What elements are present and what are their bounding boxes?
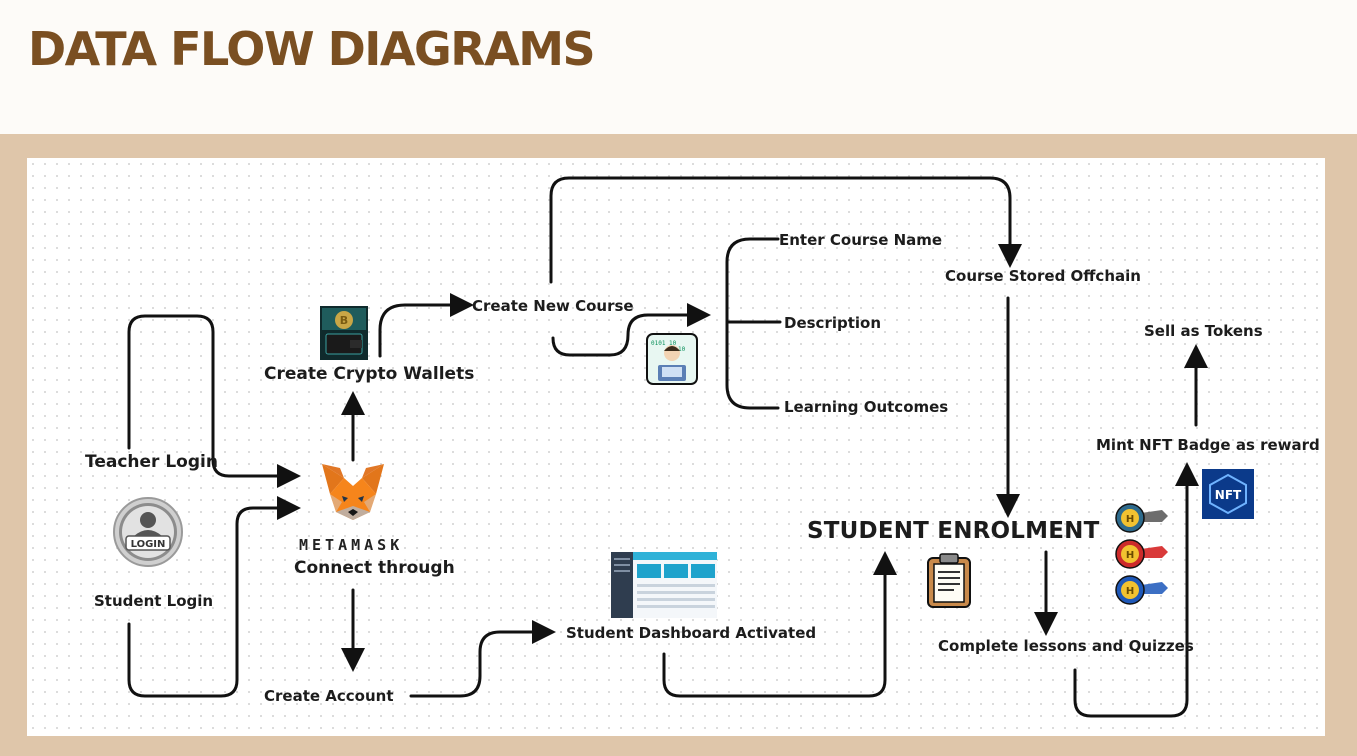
arrow-wallets-to-course (378, 293, 474, 358)
diagram-canvas (27, 158, 1325, 736)
create-new-course-label: Create New Course (472, 297, 634, 315)
svg-text:10: 10 (678, 346, 686, 353)
arrow-student-to-metamask (127, 496, 301, 698)
complete-lessons-label: Complete lessons and Quizzes (938, 637, 1194, 655)
teacher-login-label: Teacher Login (85, 452, 218, 472)
svg-text:0101 10: 0101 10 (651, 340, 677, 347)
student-dashboard-activated-label: Student Dashboard Activated (566, 624, 817, 642)
course-stored-offchain-label: Course Stored Offchain (945, 267, 1141, 285)
page-title: DATA FLOW DIAGRAMS (28, 22, 596, 76)
login-badge-text: LOGIN (131, 539, 166, 550)
description-label: Description (784, 314, 882, 332)
login-icon: LOGIN (112, 496, 184, 572)
enter-course-name-label: Enter Course Name (779, 231, 943, 249)
connect-through-label: Connect through (294, 558, 455, 578)
nft-icon-text: NFT (1215, 488, 1242, 502)
dashboard-icon (611, 552, 717, 622)
clipboard-icon (926, 553, 972, 613)
nft-icon: NFT (1202, 469, 1254, 523)
metamask-wordmark: METAMASK (299, 536, 404, 554)
arrow-teacher-to-metamask (127, 314, 301, 488)
learning-outcomes-label: Learning Outcomes (784, 398, 949, 416)
create-account-label: Create Account (264, 687, 394, 705)
medal-icon: H H H (1112, 500, 1174, 612)
crypto-wallet-icon: B (320, 306, 368, 364)
mint-nft-badge-label: Mint NFT Badge as reward (1096, 436, 1320, 454)
create-crypto-wallets-label: Create Crypto Wallets (264, 364, 475, 384)
sell-as-tokens-label: Sell as Tokens (1144, 322, 1263, 340)
svg-text:B: B (340, 314, 348, 327)
bracket-course-details (725, 237, 782, 410)
svg-text:H: H (1126, 586, 1134, 597)
svg-text:H: H (1126, 514, 1134, 525)
arrow-account-to-dashboard (409, 620, 556, 698)
arrow-lessons-to-mint (1073, 462, 1199, 718)
svg-text:H: H (1126, 550, 1134, 561)
student-login-label: Student Login (94, 592, 214, 610)
arrow-course-to-offchain (549, 176, 1022, 284)
coder-icon: 0101 10 10 (646, 333, 698, 389)
arrow-course-to-details (551, 303, 711, 357)
metamask-fox-icon (320, 462, 386, 528)
arrow-dashboard-to-enrolment (662, 551, 897, 698)
student-enrolment-label: STUDENT ENROLMENT (807, 518, 1100, 544)
